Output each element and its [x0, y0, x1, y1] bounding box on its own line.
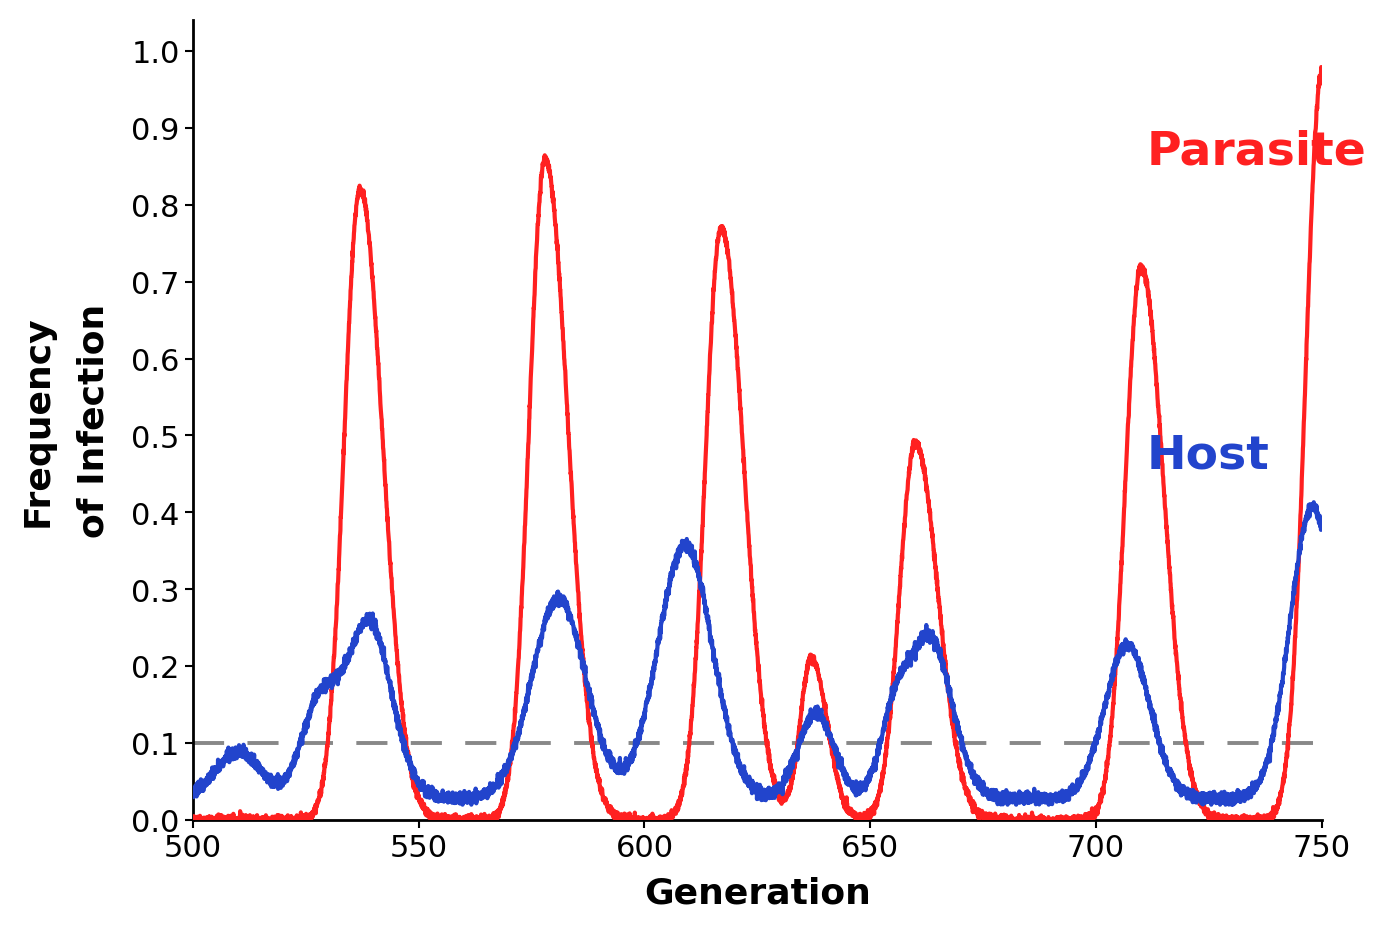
- Text: Host: Host: [1146, 434, 1269, 479]
- Text: Parasite: Parasite: [1146, 129, 1366, 175]
- X-axis label: Generation: Generation: [644, 876, 870, 911]
- Y-axis label: Frequency
of Infection: Frequency of Infection: [21, 304, 110, 537]
